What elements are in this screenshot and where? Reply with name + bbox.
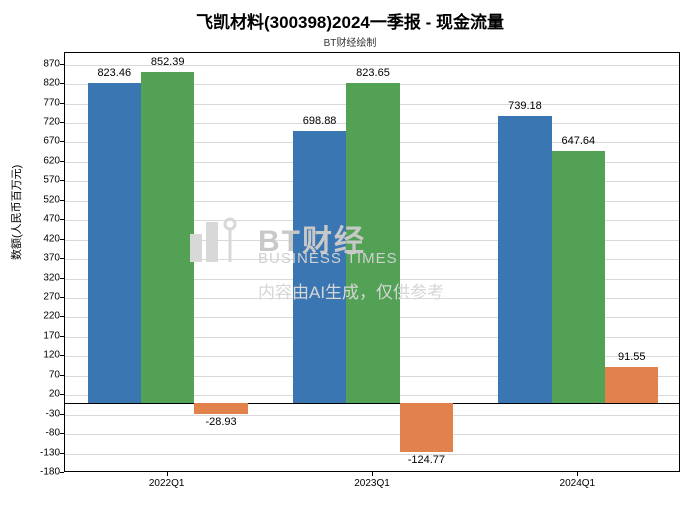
bar [88, 83, 141, 403]
ytick-mark [60, 297, 64, 298]
bar-value-label: 739.18 [508, 100, 542, 112]
ytick-label: 870 [20, 58, 60, 69]
ytick-label: 220 [20, 311, 60, 322]
ytick-label: 720 [20, 117, 60, 128]
bar [194, 403, 247, 414]
ytick-mark [60, 355, 64, 356]
ytick-mark [60, 200, 64, 201]
ytick-mark [60, 414, 64, 415]
xtick-mark [167, 472, 168, 476]
ytick-mark [60, 336, 64, 337]
ytick-label: 770 [20, 97, 60, 108]
ytick-label: 420 [20, 233, 60, 244]
bar-value-label: 823.65 [356, 67, 390, 79]
ytick-label: 170 [20, 330, 60, 341]
ytick-label: 470 [20, 214, 60, 225]
ytick-label: 670 [20, 136, 60, 147]
ytick-mark [60, 219, 64, 220]
ytick-mark [60, 453, 64, 454]
ytick-mark [60, 278, 64, 279]
ytick-mark [60, 433, 64, 434]
ytick-label: 570 [20, 175, 60, 186]
ytick-label: -30 [20, 408, 60, 419]
ytick-label: 120 [20, 350, 60, 361]
ytick-label: 320 [20, 272, 60, 283]
chart-subtitle: BT财经绘制 [0, 34, 700, 49]
bar-value-label: 852.39 [151, 56, 185, 68]
ytick-mark [60, 64, 64, 65]
bar [293, 131, 346, 403]
bar [552, 151, 605, 403]
ytick-label: 520 [20, 194, 60, 205]
xtick-mark [577, 472, 578, 476]
ytick-mark [60, 122, 64, 123]
gridline [65, 434, 679, 435]
ytick-mark [60, 375, 64, 376]
bar [346, 83, 399, 403]
xtick-label: 2024Q1 [560, 478, 596, 489]
bar-value-label: -28.93 [205, 416, 236, 428]
ytick-label: 70 [20, 369, 60, 380]
ytick-mark [60, 239, 64, 240]
bar [141, 72, 194, 403]
gridline [65, 415, 679, 416]
ytick-label: 820 [20, 78, 60, 89]
ytick-mark [60, 472, 64, 473]
ytick-mark [60, 141, 64, 142]
ytick-mark [60, 316, 64, 317]
ytick-mark [60, 258, 64, 259]
ytick-mark [60, 180, 64, 181]
xtick-label: 2023Q1 [354, 478, 390, 489]
chart-title: 飞凯材料(300398)2024一季报 - 现金流量 [0, 8, 700, 33]
bar-value-label: 698.88 [303, 115, 337, 127]
ytick-label: -180 [20, 467, 60, 478]
bar-value-label: 647.64 [562, 135, 596, 147]
ytick-label: -80 [20, 428, 60, 439]
bar [400, 403, 453, 452]
ytick-mark [60, 394, 64, 395]
zero-line [65, 403, 679, 404]
bar-value-label: -124.77 [408, 454, 445, 466]
gridline [65, 454, 679, 455]
ytick-label: -130 [20, 447, 60, 458]
xtick-label: 2022Q1 [149, 478, 185, 489]
bar-value-label: 91.55 [618, 351, 646, 363]
bar [605, 367, 658, 403]
ytick-label: 20 [20, 389, 60, 400]
plot-area: 823.46 852.39 -28.93 698.88 823.65 -124.77 739… [64, 52, 680, 472]
ytick-label: 620 [20, 155, 60, 166]
xtick-mark [372, 472, 373, 476]
bar-value-label: 823.46 [97, 67, 131, 79]
ytick-label: 370 [20, 253, 60, 264]
ytick-mark [60, 83, 64, 84]
ytick-label: 270 [20, 292, 60, 303]
ytick-mark [60, 161, 64, 162]
bar [498, 116, 551, 403]
ytick-mark [60, 103, 64, 104]
chart-container: 飞凯材料(300398)2024一季报 - 现金流量 BT财经绘制 823.46… [0, 0, 700, 524]
